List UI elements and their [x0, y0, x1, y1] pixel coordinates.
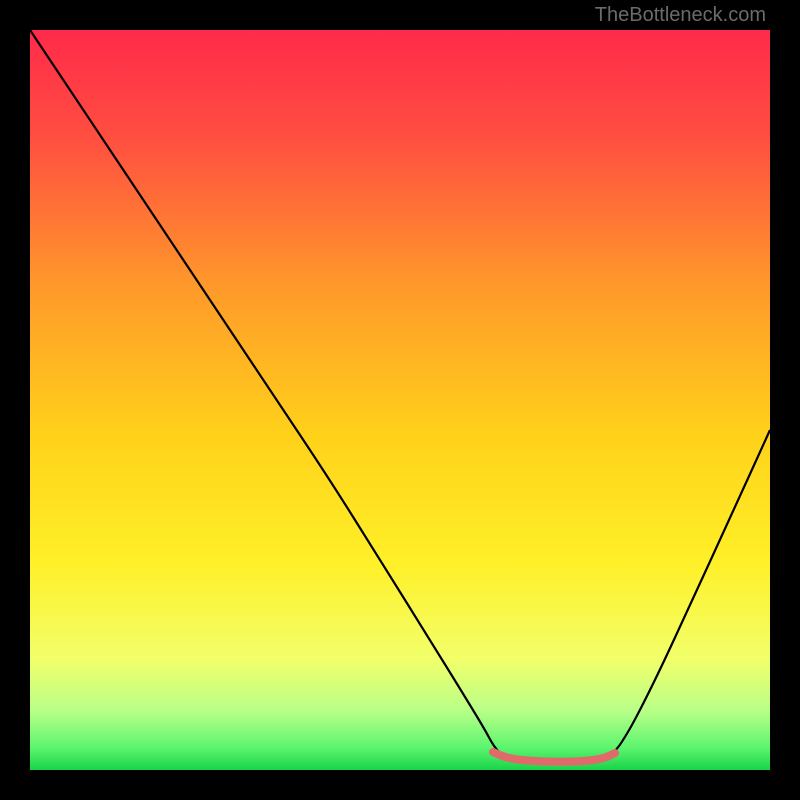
chart-container: TheBottleneck.com — [0, 0, 800, 800]
frame-right — [770, 0, 800, 800]
frame-left — [0, 0, 30, 800]
watermark-text: TheBottleneck.com — [595, 4, 766, 27]
frame-bottom — [0, 770, 800, 800]
plot-area — [30, 30, 770, 770]
gradient-background — [30, 30, 770, 770]
